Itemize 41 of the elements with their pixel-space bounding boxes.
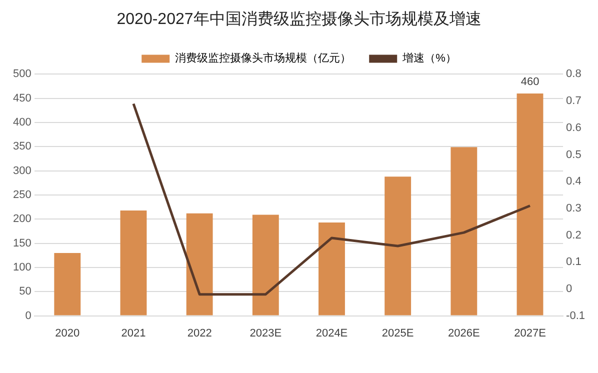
legend-label: 消费级监控摄像头市场规模（亿元） <box>175 52 352 65</box>
y2-tick-label: -0.1 <box>566 310 586 322</box>
y-tick-label: 200 <box>12 213 32 226</box>
x-tick-label: 2022 <box>187 327 212 340</box>
bar <box>252 214 279 316</box>
y-tick-label: 150 <box>12 237 32 250</box>
x-tick-label: 2027E <box>514 327 546 340</box>
y2-tick-label: 0.8 <box>566 68 582 80</box>
y2-tick-label: 0.2 <box>566 229 582 242</box>
y-tick-label: 250 <box>12 189 32 202</box>
y2-tick-label: 0.1 <box>566 256 582 268</box>
x-tick-label: 2023E <box>250 327 282 340</box>
y-tick-label: 50 <box>19 286 32 298</box>
y2-tick-label: 0 <box>566 282 572 295</box>
data-label: 460 <box>520 76 540 88</box>
bar <box>54 252 81 316</box>
x-tick-label: 2025E <box>382 327 414 340</box>
bar <box>120 210 147 316</box>
y-tick-label: 300 <box>12 164 32 177</box>
bar <box>384 176 412 316</box>
bar <box>450 147 478 316</box>
y2-tick-label: 0.3 <box>566 202 582 214</box>
legend-label: 增速（%） <box>402 52 456 65</box>
y-tick-label: 500 <box>12 68 32 80</box>
y-tick-label: 100 <box>12 262 32 274</box>
y-tick-label: 400 <box>12 116 32 129</box>
bar <box>318 222 345 316</box>
y2-tick-label: 0.7 <box>566 95 582 108</box>
x-tick-label: 2021 <box>121 327 146 340</box>
y-tick-label: 350 <box>12 140 32 153</box>
x-tick-label: 2024E <box>316 327 348 340</box>
x-tick-label: 2026E <box>448 327 480 340</box>
y-tick-label: 0 <box>25 310 32 322</box>
bar <box>516 94 544 316</box>
chart-title: 2020-2027年中国消费级监控摄像头市场规模及增速 <box>116 10 482 28</box>
y2-tick-label: 0.6 <box>566 122 582 134</box>
y-tick-label: 450 <box>12 92 32 104</box>
y2-tick-label: 0.5 <box>566 148 582 161</box>
y2-tick-label: 0.4 <box>566 176 582 188</box>
x-tick-label: 2020 <box>55 327 80 340</box>
bar <box>186 213 213 316</box>
